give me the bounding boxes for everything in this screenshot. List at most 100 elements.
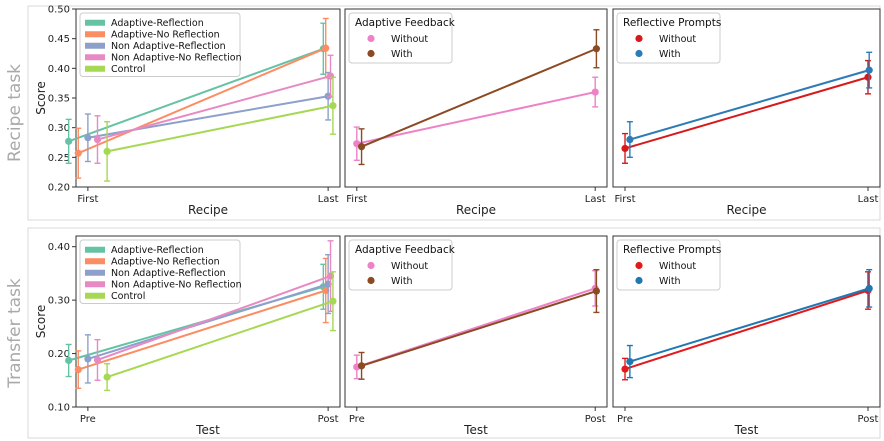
data-point — [591, 88, 599, 96]
panel-transfer-conditions: Pre Post 0.10 0.20 0.30 0.40 Test Score Adaptive… — [34, 235, 341, 437]
legend-label: Adaptive-Reflection — [111, 245, 204, 256]
series-line — [624, 76, 869, 150]
legend-swatch — [85, 269, 105, 276]
legend-marker — [367, 49, 375, 58]
legend-swatch — [85, 292, 105, 299]
panel-transfer-prompts: Pre Post Test Reflective Prompts Without With — [612, 235, 881, 437]
row-label-recipe: Recipe task — [5, 64, 25, 162]
data-point — [93, 356, 102, 364]
legend-label: With — [659, 276, 681, 287]
series-adaptive-no-reflection — [74, 257, 330, 389]
x-tick-label: Pre — [349, 414, 365, 425]
y-tick-label: 0.25 — [48, 153, 70, 164]
legend-box — [348, 239, 453, 291]
legend-label: With — [391, 276, 413, 287]
legend-swatch — [85, 42, 105, 49]
legend-label: Non Adaptive-No Reflection — [111, 280, 242, 291]
x-tick-label: Last — [585, 194, 606, 205]
data-point — [103, 147, 111, 155]
panel-recipe-feedback: First Last Recipe Adaptive Feedback Without W… — [344, 8, 608, 217]
legend-label: Non Adaptive-Reflection — [111, 41, 226, 52]
series-line — [77, 289, 327, 371]
x-axis-label: Test — [463, 423, 488, 437]
legend: Adaptive Feedback Without With — [348, 239, 456, 291]
series-line — [624, 289, 869, 371]
panel-recipe-prompts: First Last Recipe Reflective Prompts Without… — [612, 8, 881, 217]
data-point — [865, 66, 873, 74]
legend-box — [79, 239, 241, 304]
legend: Reflective Prompts Without With — [616, 239, 721, 291]
legend-title: Adaptive Feedback — [355, 17, 456, 29]
data-point — [592, 45, 601, 53]
y-tick-label: 0.20 — [48, 183, 70, 194]
legend-marker — [367, 34, 375, 43]
series-line — [361, 47, 597, 148]
x-tick-label: Pre — [617, 414, 633, 425]
series-line — [68, 47, 324, 143]
y-axis-label: Score — [34, 305, 48, 339]
legend-box — [616, 239, 721, 291]
legend-label: Adaptive-No Reflection — [111, 30, 220, 41]
legend-box — [616, 12, 721, 64]
legend-marker — [367, 261, 375, 270]
panel-recipe-conditions: First Last 0.20 0.25 0.30 0.35 0.40 0.45 0.50 Rec… — [34, 5, 341, 217]
y-tick-label: 0.10 — [48, 403, 70, 414]
x-tick-label: Last — [318, 194, 339, 205]
legend-label: Adaptive-Reflection — [111, 18, 204, 29]
series-line — [97, 75, 331, 141]
legend-label: Adaptive-No Reflection — [111, 257, 220, 268]
series-line — [77, 47, 327, 155]
data-point — [84, 134, 92, 142]
data-point — [74, 149, 82, 157]
y-tick-label: 0.40 — [48, 64, 70, 75]
data-point — [621, 144, 629, 153]
x-axis-label: Recipe — [726, 203, 766, 217]
legend-label: Without — [659, 34, 696, 45]
data-point — [357, 143, 366, 151]
y-tick-label: 0.30 — [48, 296, 70, 307]
x-tick-label: Post — [585, 414, 606, 425]
series-with — [357, 29, 601, 166]
data-point — [592, 287, 601, 295]
x-tick-label: Post — [858, 414, 879, 425]
x-tick-label: Last — [858, 194, 879, 205]
legend-box — [348, 12, 453, 64]
legend-swatch — [85, 31, 105, 38]
series-line — [106, 300, 334, 379]
x-axis-label: Recipe — [456, 203, 496, 217]
legend-label: Control — [111, 64, 145, 75]
row-label-transfer: Transfer task — [5, 278, 25, 389]
data-point — [93, 135, 102, 144]
legend-swatch — [85, 19, 105, 26]
legend-marker — [635, 34, 643, 43]
legend: Adaptive Feedback Without With — [348, 12, 456, 64]
legend-label: Without — [659, 261, 696, 272]
x-tick-label: Post — [318, 414, 339, 425]
x-tick-label: Pre — [80, 414, 96, 425]
data-point — [864, 73, 872, 81]
data-point — [621, 365, 629, 373]
legend-label: With — [659, 49, 681, 60]
legend-title: Reflective Prompts — [623, 244, 721, 256]
data-point — [626, 357, 634, 366]
data-point — [65, 137, 73, 145]
series-line — [97, 275, 331, 361]
legend-label: Without — [391, 34, 428, 45]
legend-label: Non Adaptive-No Reflection — [111, 53, 242, 64]
legend-title: Adaptive Feedback — [355, 244, 456, 256]
x-axis-label: Test — [734, 423, 759, 437]
data-point — [84, 355, 92, 363]
series-with — [626, 268, 873, 379]
series-line — [106, 104, 334, 153]
series-line — [356, 91, 596, 145]
series-line — [629, 69, 870, 141]
series-non-adaptive-no-reflection — [93, 54, 335, 164]
y-tick-label: 0.50 — [48, 5, 70, 16]
x-tick-label: First — [346, 194, 367, 205]
series-line — [87, 283, 329, 360]
data-point — [74, 365, 82, 374]
data-point — [626, 135, 634, 144]
x-axis-label: Recipe — [188, 203, 228, 217]
